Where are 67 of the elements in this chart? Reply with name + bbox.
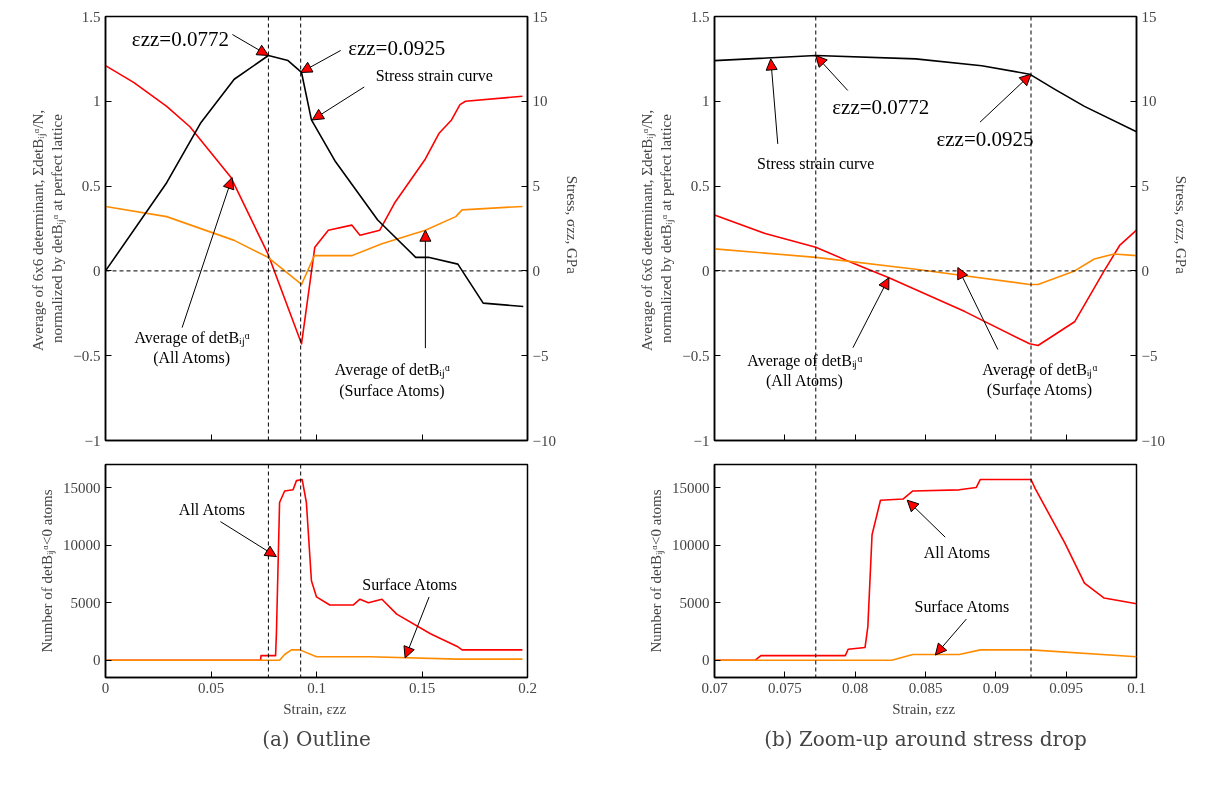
y-tick-label: −1 [693,432,710,449]
y-tick-label: 15000 [63,479,101,496]
y-tick-label: −1 [84,432,101,449]
y2-tick-label: 15 [1141,8,1157,25]
x-tick-label: 0.09 [982,679,1009,696]
x-tick-label: 0.075 [767,679,802,696]
y-axis-title: Average of 6x6 determinant, ΣdetBᵢⱼᵅ/N, normalized by detBᵢⱼᵅ at perfect lattice [639,109,676,351]
x-tick-label: 0.2 [518,679,537,696]
y2-tick-label: 10 [532,93,548,110]
annotation: Average of detBᵢⱼᵅ (All Atoms) [747,351,863,391]
y2-tick-label: 0 [532,262,540,279]
x-tick-label: 0.1 [1127,679,1146,696]
x-axis-title: Strain, εzz [283,700,347,717]
annotation: Average of detBᵢⱼᵅ (All Atoms) [134,328,250,368]
y-tick-label: 5000 [679,594,710,611]
y2-tick-label: 10 [1141,93,1157,110]
y2-tick-label: −10 [1141,432,1165,449]
y-tick-label: 1 [93,93,101,110]
x-tick-label: 0.05 [197,679,225,696]
y-tick-label: 1.5 [81,8,101,25]
y-tick-label: −0.5 [682,347,710,364]
text: (a) Outline [262,726,371,751]
y2-tick-label: 5 [1141,178,1149,195]
y2-tick-label: 0 [1141,262,1149,279]
y-tick-label: 0.5 [690,178,710,195]
y-tick-label: 0 [702,262,710,279]
y-tick-label: 1.5 [690,8,710,25]
y-tick-label: 1 [702,93,710,110]
y-axis-title: Average of 6x6 determinant, ΣdetBᵢⱼᵅ/N, normalized by detBᵢⱼᵅ at perfect lattice [30,109,67,351]
y2-axis-title: Stress, σzz, GPa [563,175,580,275]
x-tick-label: 0.08 [842,679,869,696]
annotation: εzz=0.0772 [832,94,930,119]
y-axis-title: Number of detBᵢⱼᵅ<0 atoms [39,489,56,653]
annotation: Average of detBᵢⱼᵅ (Surface Atoms) [334,361,450,400]
x-tick-label: 0.15 [408,679,436,696]
y2-tick-label: −10 [532,432,556,449]
annotation: εzz=0.0925 [936,127,1034,152]
x-tick-label: 0.095 [1049,679,1084,696]
annotation: All Atoms [178,501,246,519]
y2-tick-label: 15 [532,8,548,25]
x-tick-label: 0.085 [908,679,943,696]
y-axis-title: Number of detBᵢⱼᵅ<0 atoms [648,489,665,653]
annotation: Surface Atoms [914,597,1010,615]
annotation: All Atoms [923,543,990,561]
y-tick-label: −0.5 [73,347,101,364]
annotation: Surface Atoms [362,576,458,594]
y-tick-label: 0 [93,262,101,279]
x-axis-title: Strain, εzz [892,700,956,717]
x-tick-label: 0.1 [307,679,326,696]
annotation: εzz=0.0772 [131,26,229,51]
y-tick-label: 5000 [70,594,101,611]
y-tick-label: 10000 [672,537,710,554]
y2-tick-label: −5 [1141,347,1158,364]
annotation: Stress strain curve [375,67,493,85]
y2-axis-title: Stress, σzz, GPa [1172,175,1189,275]
annotation: Average of detBᵢⱼᵅ (Surface Atoms) [982,360,1098,400]
y-tick-label: 0 [93,652,101,669]
annotation: εzz=0.0925 [348,36,446,61]
y-tick-label: 10000 [63,537,101,554]
y-tick-label: 0 [702,652,710,669]
y-tick-label: 15000 [672,479,710,496]
y2-tick-label: −5 [532,347,549,364]
annotation: Stress strain curve [757,155,875,173]
text: (b) Zoom-up around stress drop [764,726,1087,751]
y-tick-label: 0.5 [81,178,101,195]
x-tick-label: 0.07 [701,679,729,696]
y2-tick-label: 5 [532,178,540,195]
